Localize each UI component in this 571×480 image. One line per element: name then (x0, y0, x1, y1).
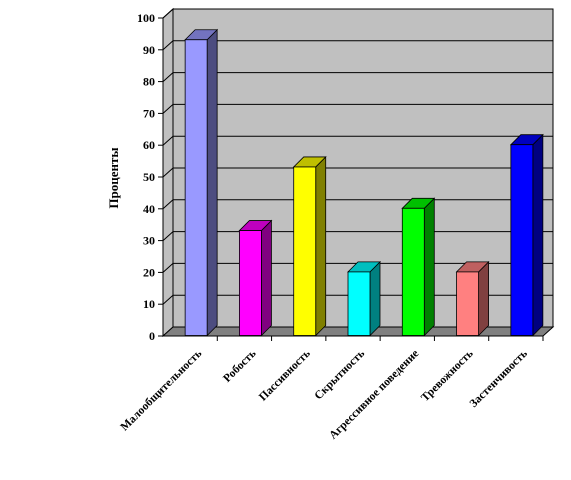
gridline (162, 103, 553, 114)
y-axis-title: Проценты (106, 147, 121, 208)
bars (184, 28, 544, 337)
bar-side (478, 260, 489, 337)
bar (509, 133, 544, 337)
bar-front (293, 166, 317, 336)
x-category-label: Скрытность (313, 348, 368, 403)
y-tick-label: 80 (143, 75, 155, 89)
bar (347, 260, 381, 337)
gridline (162, 167, 553, 178)
gridline (162, 135, 553, 146)
bar-side (532, 133, 544, 337)
y-tick-label: 0 (149, 329, 155, 343)
axes (158, 17, 544, 341)
x-category-label: Пассивность (257, 348, 313, 404)
bar-front (456, 271, 479, 336)
bar-side (261, 219, 272, 337)
gridline (162, 72, 553, 82)
y-tick-labels: 0 10 20 30 40 50 60 70 80 90 100 (137, 11, 155, 343)
bar (184, 28, 219, 337)
y-tick-label: 90 (143, 43, 155, 57)
gridline (162, 40, 553, 51)
y-tick-label: 20 (143, 265, 155, 279)
bar (455, 260, 490, 337)
bar-front (184, 39, 208, 336)
x-category-label: Агрессивное поведение (327, 348, 421, 442)
bar-front (239, 230, 262, 336)
bar-side (423, 197, 435, 337)
bar-front (401, 207, 425, 336)
bar-side (369, 260, 381, 337)
y-tick-label: 50 (143, 170, 155, 184)
y-tick-label: 30 (143, 234, 155, 248)
y-tick-label: 10 (143, 297, 155, 311)
gridline (162, 8, 553, 19)
bar-side (206, 28, 218, 337)
bar-front (510, 144, 534, 336)
bar (401, 197, 436, 337)
bar (292, 155, 327, 337)
y-tick-label: 60 (143, 138, 155, 152)
x-category-label: Робость (221, 348, 258, 385)
x-category-label: Застенчивость (468, 348, 530, 410)
bar (238, 219, 273, 337)
bar-side (315, 155, 327, 337)
y-tick-label: 100 (137, 11, 155, 25)
bar-front (347, 271, 371, 336)
y-tick-label: 40 (143, 202, 155, 216)
x-category-label: Малообщительность (119, 348, 205, 434)
y-tick-label: 70 (143, 106, 155, 120)
x-category-label: Тревожность (419, 348, 475, 404)
